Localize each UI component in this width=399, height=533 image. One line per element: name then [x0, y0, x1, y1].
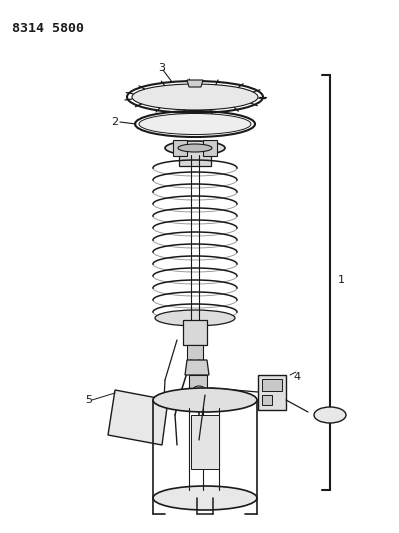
Text: 2: 2 — [111, 117, 118, 127]
Ellipse shape — [155, 310, 235, 326]
Ellipse shape — [165, 141, 225, 155]
Text: 5: 5 — [85, 395, 92, 405]
Bar — [173, 140, 187, 156]
Bar — [191, 415, 219, 469]
Bar — [187, 345, 203, 360]
Text: 3: 3 — [158, 63, 165, 73]
Bar — [183, 320, 207, 345]
Ellipse shape — [153, 388, 257, 412]
Polygon shape — [108, 390, 168, 445]
Bar — [179, 148, 211, 166]
Ellipse shape — [193, 386, 205, 394]
Bar — [189, 375, 207, 389]
Bar — [258, 375, 286, 410]
Bar — [262, 379, 282, 391]
Text: 8314 5800: 8314 5800 — [12, 22, 84, 35]
Ellipse shape — [153, 486, 257, 510]
Ellipse shape — [314, 407, 346, 423]
Polygon shape — [187, 80, 203, 87]
Ellipse shape — [139, 114, 251, 134]
Ellipse shape — [178, 144, 212, 152]
Ellipse shape — [132, 84, 258, 110]
Bar — [203, 140, 217, 156]
Polygon shape — [185, 360, 209, 375]
Bar — [262, 395, 272, 405]
Text: 1: 1 — [338, 275, 345, 285]
Text: 4: 4 — [293, 372, 300, 382]
